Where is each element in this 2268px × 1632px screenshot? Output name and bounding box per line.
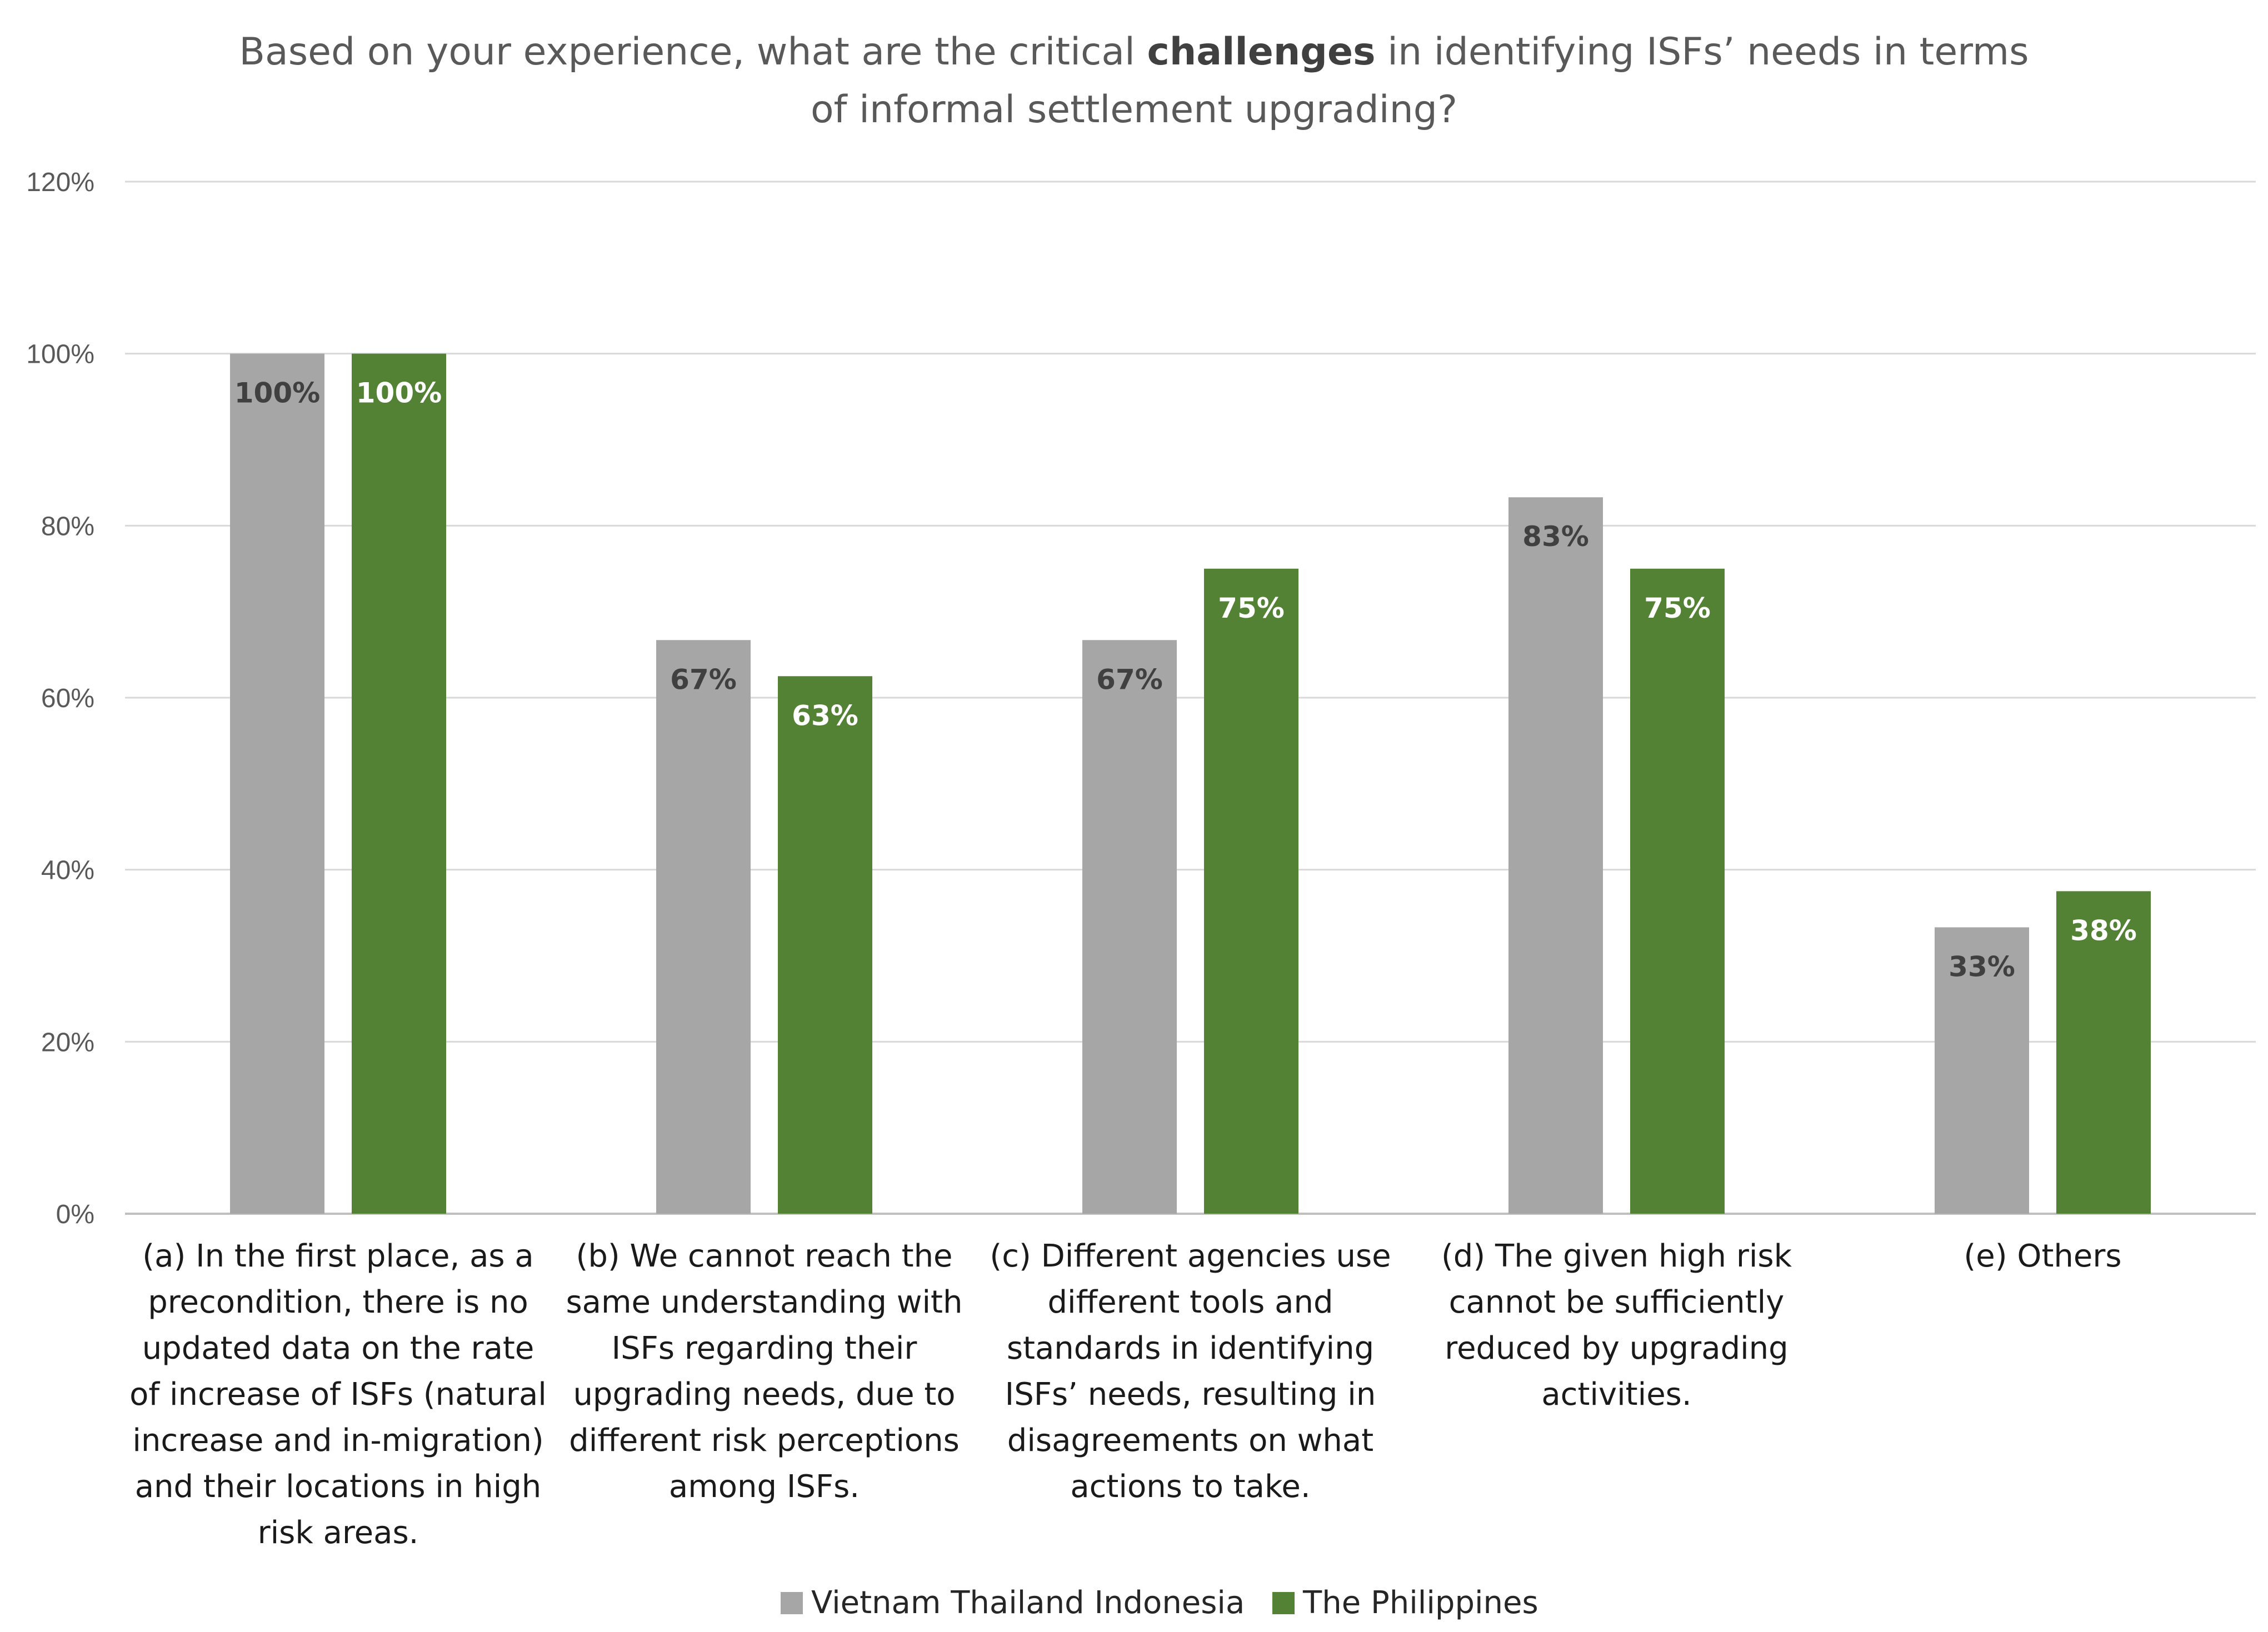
category-label-line: disagreements on what <box>1007 1423 1373 1459</box>
legend-label: The Philippines <box>1302 1585 1538 1621</box>
y-tick-label: 80% <box>41 512 94 541</box>
category-label-line: increase and in-migration) <box>132 1423 543 1459</box>
bar-series2-5 <box>2056 891 2151 1214</box>
bar-series1-4 <box>1508 497 1603 1214</box>
legend-label: Vietnam Thailand Indonesia <box>811 1585 1245 1621</box>
category-label-line: reduced by upgrading <box>1445 1330 1788 1366</box>
category-label-line: (b) We cannot reach the <box>576 1238 952 1274</box>
bar-series2-2 <box>778 676 872 1214</box>
y-axis-tick-labels: 0% 20% 40% 60% 80% 100% 120% <box>26 168 94 1229</box>
category-label-line: different tools and <box>1047 1284 1333 1320</box>
chart-title-emphasis: challenges <box>1147 30 1376 74</box>
y-tick-label: 0% <box>56 1200 94 1229</box>
data-label: 75% <box>1218 592 1285 624</box>
y-tick-label: 20% <box>41 1028 94 1057</box>
data-label: 38% <box>2070 914 2137 947</box>
category-label-line: (d) The given high risk <box>1441 1238 1792 1274</box>
gridlines <box>125 181 2256 1215</box>
y-tick-label: 100% <box>26 340 94 369</box>
category-label-line: ISFs regarding their <box>612 1330 918 1366</box>
category-label-line: (c) Different agencies use <box>990 1238 1391 1274</box>
category-label-line: different risk perceptions <box>569 1423 960 1459</box>
legend-swatch <box>781 1592 803 1614</box>
category-label-line: of increase of ISFs (natural <box>129 1376 547 1413</box>
bar-series2-1 <box>352 353 446 1214</box>
category-label-line: (e) Others <box>1964 1238 2121 1274</box>
category-label-line: cannot be sufficiently <box>1449 1284 1785 1320</box>
category-label-line: updated data on the rate <box>142 1330 534 1366</box>
category-label-line: and their locations in high <box>135 1469 542 1505</box>
category-label-line: actions to take. <box>1070 1469 1310 1505</box>
chart-title-part-1: Based on your experience, what are the c… <box>239 30 1147 74</box>
data-label: 83% <box>1522 520 1589 553</box>
bar-series1-2 <box>656 640 751 1214</box>
category-label-line: standards in identifying <box>1007 1330 1374 1366</box>
y-tick-label: 120% <box>26 168 94 197</box>
legend-swatch <box>1272 1592 1295 1614</box>
category-label-line: ISFs’ needs, resulting in <box>1005 1376 1376 1413</box>
category-label-line: among ISFs. <box>669 1469 860 1505</box>
chart-title-part-2: in identifying ISFs’ needs in terms <box>1376 30 2029 74</box>
bar-series1-5 <box>1935 927 2029 1214</box>
data-label: 63% <box>792 699 858 732</box>
x-axis-category-labels: (a) In the first place, as a precondition… <box>129 1238 2121 1551</box>
data-label: 100% <box>234 377 320 409</box>
data-label: 100% <box>356 377 442 409</box>
category-label-line: same understanding with <box>566 1284 963 1320</box>
category-label-line: risk areas. <box>258 1515 419 1551</box>
category-label-line: (a) In the first place, as a <box>142 1238 533 1274</box>
data-labels: 100% 100% 67% 63% 67% 75% 83% 75% 33% 38% <box>234 377 2137 983</box>
bars <box>230 353 2151 1214</box>
category-label-line: activities. <box>1541 1376 1691 1413</box>
chart-title-line-1: Based on your experience, what are the c… <box>239 30 2029 74</box>
data-label: 67% <box>670 663 737 695</box>
data-label: 33% <box>1949 950 2015 983</box>
chart-title-line-2: of informal settlement upgrading? <box>811 88 1457 132</box>
category-label-line: precondition, there is no <box>148 1284 528 1320</box>
bar-series1-1 <box>230 353 324 1214</box>
data-label: 75% <box>1644 592 1711 624</box>
bar-series2-4 <box>1630 568 1725 1214</box>
data-label: 67% <box>1096 663 1163 695</box>
category-label-line: upgrading needs, due to <box>573 1376 955 1413</box>
chart-title: Based on your experience, what are the c… <box>239 30 2029 132</box>
bar-series2-3 <box>1204 568 1298 1214</box>
legend: Vietnam Thailand Indonesia The Philippine… <box>781 1585 1538 1621</box>
y-tick-label: 60% <box>41 684 94 713</box>
bar-series1-3 <box>1082 640 1177 1214</box>
y-tick-label: 40% <box>41 856 94 885</box>
